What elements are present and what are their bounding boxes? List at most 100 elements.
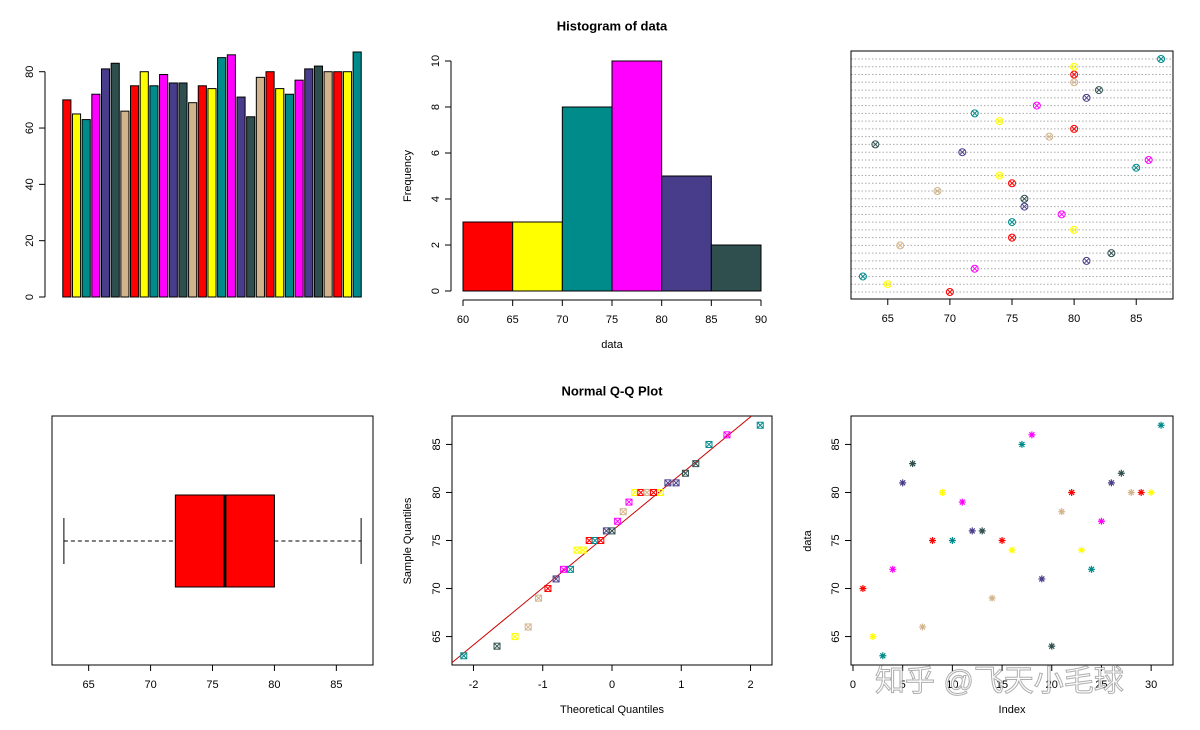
x-tick-label: 75 bbox=[206, 679, 218, 691]
point bbox=[511, 633, 519, 641]
marker-cross bbox=[1145, 157, 1152, 163]
x-tick-label: 20 bbox=[1046, 679, 1058, 691]
bar bbox=[265, 71, 275, 298]
marker-cross bbox=[591, 537, 599, 544]
point bbox=[614, 517, 622, 525]
y-tick-label: 40 bbox=[24, 178, 36, 190]
point bbox=[631, 488, 639, 496]
y-tick-label: 10 bbox=[430, 55, 442, 67]
bar bbox=[139, 71, 149, 298]
marker-cross bbox=[1158, 56, 1164, 62]
bar bbox=[236, 96, 246, 298]
marker-cross bbox=[524, 623, 532, 631]
point bbox=[1070, 62, 1079, 71]
point bbox=[756, 421, 764, 429]
x-tick-label: 70 bbox=[556, 314, 568, 326]
bar bbox=[168, 82, 178, 298]
marker-cross bbox=[1046, 133, 1053, 140]
point bbox=[945, 288, 954, 296]
marker-cross bbox=[934, 188, 941, 194]
marker-cross bbox=[579, 546, 587, 554]
x-tick-label: 65 bbox=[507, 314, 519, 326]
marker-cross bbox=[1071, 79, 1077, 86]
point bbox=[995, 171, 1004, 180]
marker-cross bbox=[643, 489, 651, 496]
marker-star bbox=[978, 527, 986, 535]
marker-cross bbox=[625, 498, 633, 506]
marker-box bbox=[756, 421, 764, 429]
marker-cross bbox=[552, 575, 560, 583]
marker-cross bbox=[1009, 219, 1015, 225]
point bbox=[1028, 431, 1036, 439]
marker-cross bbox=[1021, 203, 1028, 210]
point bbox=[672, 479, 680, 487]
point bbox=[1070, 225, 1079, 234]
marker-star bbox=[1147, 488, 1155, 496]
marker-star bbox=[998, 537, 1006, 544]
marker-star bbox=[869, 633, 877, 641]
marker-box bbox=[650, 488, 658, 496]
point bbox=[566, 565, 574, 573]
x-tick-label: 30 bbox=[1145, 679, 1157, 691]
y-tick-label: 4 bbox=[430, 196, 442, 202]
bar bbox=[352, 51, 362, 298]
marker-cross bbox=[959, 149, 966, 156]
marker-star bbox=[1137, 488, 1145, 496]
marker-star bbox=[889, 565, 897, 573]
point bbox=[573, 546, 581, 554]
marker-cross bbox=[567, 565, 574, 573]
marker-circle bbox=[1020, 194, 1029, 203]
marker-circle bbox=[1070, 70, 1079, 79]
x-tick-label: 85 bbox=[1130, 313, 1142, 325]
bar bbox=[120, 110, 130, 298]
bar bbox=[207, 88, 217, 298]
point bbox=[1132, 163, 1141, 172]
marker-star bbox=[988, 594, 996, 602]
point bbox=[871, 140, 880, 149]
y-tick-label: 80 bbox=[830, 486, 842, 498]
point bbox=[968, 527, 976, 535]
marker-box bbox=[493, 642, 501, 650]
point bbox=[998, 537, 1006, 544]
bar bbox=[159, 74, 169, 298]
point bbox=[938, 488, 946, 496]
point bbox=[1144, 155, 1153, 164]
marker-cross bbox=[650, 489, 657, 496]
marker-cross bbox=[860, 273, 866, 280]
marker-circle bbox=[1008, 218, 1016, 227]
marker-star bbox=[1018, 440, 1026, 448]
marker-cross bbox=[573, 546, 581, 554]
marker-cross bbox=[723, 431, 731, 439]
x-tick-label: 70 bbox=[144, 679, 156, 691]
y-tick-label: 0 bbox=[430, 288, 442, 294]
marker-star bbox=[928, 537, 936, 544]
marker-star bbox=[958, 498, 966, 506]
point bbox=[889, 565, 897, 573]
x-tick-label: 2 bbox=[747, 679, 753, 691]
point bbox=[460, 652, 468, 660]
point bbox=[1058, 508, 1066, 516]
marker-circle bbox=[958, 148, 967, 157]
point bbox=[544, 585, 552, 593]
marker-box bbox=[692, 460, 700, 468]
bar bbox=[323, 71, 333, 298]
marker-cross bbox=[705, 441, 713, 448]
marker-star bbox=[1008, 546, 1016, 554]
chart-title: Normal Q-Q Plot bbox=[561, 383, 663, 398]
x-axis-label: Theoretical Quantiles bbox=[560, 704, 664, 716]
marker-box bbox=[625, 498, 633, 506]
point bbox=[1018, 440, 1026, 448]
point bbox=[1147, 488, 1155, 496]
marker-cross bbox=[637, 489, 645, 496]
point bbox=[1038, 575, 1046, 583]
bar bbox=[130, 85, 140, 298]
x-tick-label: 5 bbox=[900, 679, 906, 691]
y-tick-label: 75 bbox=[431, 534, 443, 546]
x-tick-label: 65 bbox=[882, 313, 894, 325]
marker-cross bbox=[535, 594, 542, 602]
point bbox=[1020, 202, 1029, 211]
marker-cross bbox=[1071, 227, 1077, 233]
marker-cross bbox=[664, 479, 672, 487]
point bbox=[597, 537, 605, 544]
